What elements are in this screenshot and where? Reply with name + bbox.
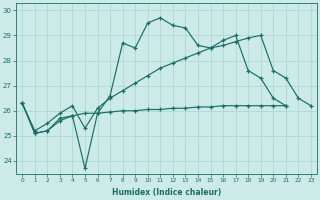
X-axis label: Humidex (Indice chaleur): Humidex (Indice chaleur) [112, 188, 221, 197]
